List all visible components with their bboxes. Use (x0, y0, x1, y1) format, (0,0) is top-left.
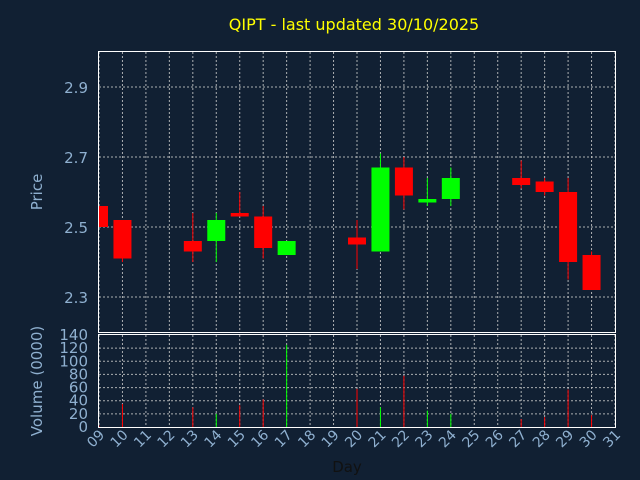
chart-title: QIPT - last updated 30/10/2025 (229, 15, 479, 34)
candle-body (230, 213, 249, 217)
volume-bars (98, 344, 593, 427)
volume-y-tick-label: 140 (59, 326, 88, 344)
volume-y-tick-label: 20 (69, 405, 88, 423)
day-tick-label: 17 (272, 427, 296, 451)
candle-body (254, 216, 273, 248)
day-tick-label: 29 (553, 427, 577, 451)
day-tick-label: 11 (131, 427, 155, 451)
candle-body (418, 199, 437, 203)
volume-y-tick-label: 60 (69, 379, 88, 397)
day-tick-label: 19 (319, 427, 343, 451)
candle (582, 251, 601, 290)
candle (230, 192, 249, 217)
candle-body (441, 178, 460, 199)
candle-body (559, 192, 578, 262)
candle-body (183, 241, 202, 252)
candle (535, 178, 554, 196)
volume-axis-label: Volume (0000) (28, 326, 46, 436)
candle (98, 206, 108, 227)
price-y-tick-label: 2.9 (64, 79, 88, 97)
price-y-tick-label: 2.3 (64, 289, 88, 307)
candle-body (348, 237, 366, 245)
candle-body (394, 167, 413, 196)
day-tick-label: 23 (413, 427, 437, 451)
price-y-tick-label: 2.7 (64, 149, 88, 167)
price-panel: 2.3 2.5 2.7 2.9 Price (28, 51, 616, 333)
volume-y-tick-label: 40 (69, 392, 88, 410)
day-tick-label: 10 (108, 427, 132, 451)
candle (113, 220, 132, 262)
day-tick-label: 16 (248, 427, 272, 451)
day-tick-label: 30 (577, 427, 601, 451)
candle-body (512, 178, 531, 185)
day-tick-label: 18 (295, 427, 319, 451)
candle (371, 153, 390, 252)
price-axis-label: Price (28, 174, 46, 211)
candle (512, 160, 531, 189)
day-tick-label: 31 (600, 427, 624, 451)
candle (394, 157, 413, 210)
day-tick-label: 12 (155, 427, 179, 451)
candle-body (582, 255, 601, 290)
price-y-ticks: 2.3 2.5 2.7 2.9 (64, 79, 88, 307)
day-tick-label: 25 (459, 427, 483, 451)
day-tick-label: 28 (530, 427, 554, 451)
candle (441, 167, 460, 206)
candle (348, 220, 366, 269)
candle-body (99, 206, 108, 227)
volume-y-tick-label: 120 (59, 339, 88, 357)
candle-body (113, 220, 132, 259)
candle-body (277, 241, 296, 255)
day-tick-label: 14 (201, 427, 225, 451)
day-tick-label: 22 (389, 427, 413, 451)
x-axis-label: Day (332, 458, 362, 476)
day-tick-label: 13 (178, 427, 202, 451)
day-tick-label: 21 (366, 427, 390, 451)
day-tick-label: 24 (436, 427, 460, 451)
candle (254, 206, 273, 259)
volume-y-tick-label: 0 (78, 418, 88, 436)
price-panel-frame (98, 51, 616, 333)
volume-y-tick-label: 100 (59, 352, 88, 370)
price-candles (98, 153, 601, 290)
volume-y-tick-label: 80 (69, 365, 88, 383)
candle (559, 178, 578, 280)
candle (277, 241, 296, 255)
day-tick-label: 15 (225, 427, 249, 451)
volume-panel-frame (98, 334, 616, 428)
candle (183, 213, 202, 262)
candle-body (207, 220, 226, 241)
candle-body (535, 181, 554, 192)
candle (418, 178, 437, 206)
day-x-ticks: 09 10 11 12 13 14 15 16 17 18 19 20 21 22 23 24 25 26 27 28… (84, 427, 624, 451)
day-tick-label: 27 (506, 427, 530, 451)
price-y-tick-label: 2.5 (64, 219, 88, 237)
day-tick-label: 20 (342, 427, 366, 451)
candle-body (371, 167, 390, 252)
candle (207, 213, 226, 262)
day-tick-label: 26 (483, 427, 507, 451)
